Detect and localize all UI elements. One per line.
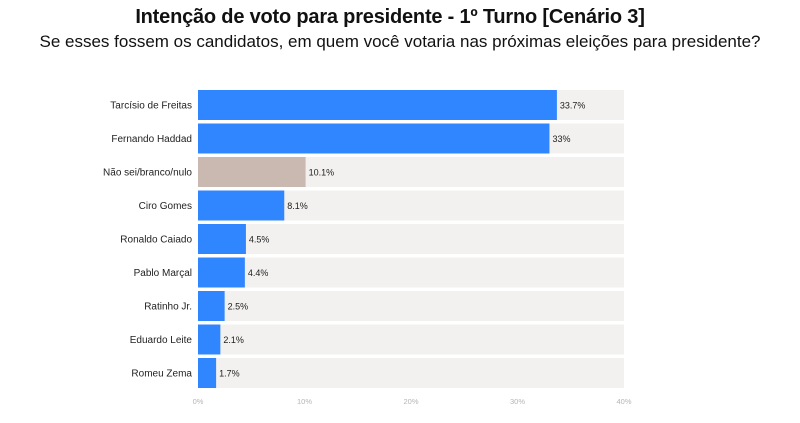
chart-title: Intenção de voto para presidente - 1º Tu…	[135, 6, 645, 28]
chart-subtitle: Se esses fossem os candidatos, em quem v…	[39, 32, 761, 51]
category-label-ciro-gomes: Ciro Gomes	[139, 201, 192, 212]
x-tick-label: 20%	[403, 397, 418, 406]
value-label-eduardo-leite: 2.1%	[223, 335, 244, 345]
bar-ciro-gomes[interactable]	[198, 190, 285, 221]
value-label-ratinho-jr: 2.5%	[228, 302, 249, 312]
x-tick-label: 0%	[193, 397, 204, 406]
bar-track-eduardo-leite	[198, 324, 624, 355]
bar-ronaldo-caiado[interactable]	[198, 224, 246, 254]
bar-tarcisio-de-freitas[interactable]	[198, 90, 557, 120]
value-label-fernando-haddad: 33%	[552, 134, 570, 144]
bar-track-ronaldo-caiado	[198, 224, 624, 254]
category-label-romeu-zema: Romeu Zema	[131, 369, 192, 380]
value-label-ronaldo-caiado: 4.5%	[249, 235, 270, 245]
category-label-nao-sei-branco-nulo: Não sei/branco/nulo	[103, 168, 192, 179]
category-label-tarcisio-de-freitas: Tarcísio de Freitas	[110, 101, 192, 112]
bar-track-romeu-zema	[198, 358, 624, 388]
x-tick-label: 40%	[616, 397, 631, 406]
value-label-tarcisio-de-freitas: 33.7%	[560, 101, 586, 111]
bar-romeu-zema[interactable]	[198, 358, 217, 388]
bar-nao-sei-branco-nulo[interactable]	[198, 157, 306, 187]
value-label-ciro-gomes: 8.1%	[287, 201, 308, 211]
category-label-fernando-haddad: Fernando Haddad	[111, 134, 192, 145]
bar-pablo-marcal[interactable]	[198, 257, 245, 288]
bar-eduardo-leite[interactable]	[198, 324, 221, 355]
x-tick-label: 30%	[510, 397, 525, 406]
bar-track-pablo-marcal	[198, 257, 624, 288]
category-label-ronaldo-caiado: Ronaldo Caiado	[120, 235, 192, 246]
bar-fernando-haddad[interactable]	[198, 123, 550, 154]
category-label-eduardo-leite: Eduardo Leite	[130, 335, 193, 346]
value-label-pablo-marcal: 4.4%	[248, 268, 269, 278]
bar-track-ratinho-jr	[198, 291, 624, 321]
category-label-ratinho-jr: Ratinho Jr.	[144, 302, 192, 313]
value-label-romeu-zema: 1.7%	[219, 369, 240, 379]
category-label-pablo-marcal: Pablo Marçal	[134, 268, 192, 279]
bar-ratinho-jr[interactable]	[198, 291, 225, 321]
x-tick-label: 10%	[297, 397, 312, 406]
value-label-nao-sei-branco-nulo: 10.1%	[309, 168, 335, 178]
